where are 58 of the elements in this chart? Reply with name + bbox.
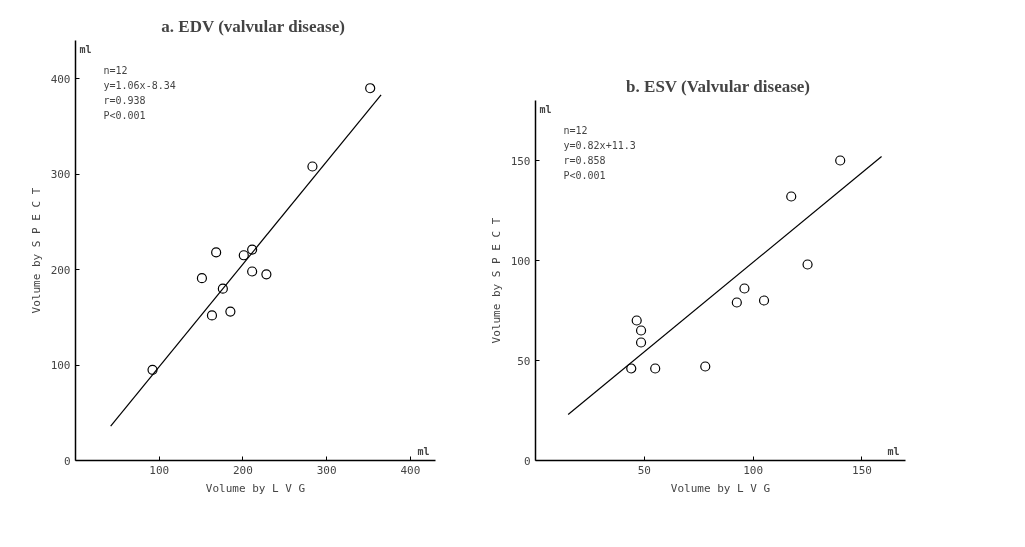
- y-tick-label: 150: [510, 154, 531, 168]
- y-tick-label: 0: [523, 454, 531, 468]
- annotation: y=0.82x+11.3: [563, 139, 636, 151]
- point: [835, 155, 846, 166]
- annotation: ml: [539, 103, 552, 115]
- x-axis-title: Volume by L V G: [205, 481, 306, 495]
- annotation: P<0.001: [103, 109, 146, 121]
- y-tick-label: 300: [50, 168, 71, 182]
- y-tick-label: 50: [517, 354, 531, 368]
- x-tick-label: 200: [233, 463, 253, 477]
- annotation: r=0.938: [103, 94, 146, 106]
- x-tick-label: 50: [637, 463, 651, 477]
- annotation: ml: [417, 445, 430, 457]
- annotation: P<0.001: [563, 169, 606, 181]
- annotation: n=12: [103, 64, 128, 76]
- point: [731, 297, 742, 308]
- point: [247, 266, 258, 277]
- annotation: y=1.06x-8.34: [103, 79, 176, 91]
- point: [217, 283, 228, 294]
- point: [365, 83, 376, 94]
- y-axis-title: Volume by S P E C T: [29, 187, 43, 314]
- y-tick-label: 100: [50, 359, 71, 373]
- x-tick-label: 100: [149, 463, 170, 477]
- point: [650, 363, 661, 374]
- point: [247, 244, 258, 255]
- point: [700, 361, 711, 372]
- point: [206, 310, 218, 321]
- annotation: ml: [887, 445, 900, 457]
- chart-title: b. ESV (Valvular disease): [626, 76, 811, 96]
- point: [196, 273, 208, 284]
- y-axis-title: Volume by S P E C T: [489, 217, 503, 344]
- y-tick-label: 100: [510, 254, 531, 268]
- point: [635, 337, 647, 348]
- x-axis-title: Volume by L V G: [670, 481, 771, 495]
- point: [631, 315, 642, 326]
- x-tick-label: 100: [743, 463, 764, 477]
- point: [758, 295, 770, 306]
- point: [786, 191, 797, 202]
- x-tick-label: 150: [852, 463, 872, 477]
- point: [238, 250, 249, 261]
- point: [225, 306, 236, 317]
- point: [739, 283, 750, 294]
- annotation: ml: [79, 43, 92, 55]
- point: [626, 363, 637, 374]
- point: [307, 161, 318, 172]
- y-tick-label: 200: [50, 263, 71, 277]
- y-tick-label: 400: [50, 72, 71, 86]
- annotation: n=12: [563, 124, 588, 136]
- y-tick-label: 0: [63, 454, 71, 468]
- point: [802, 259, 813, 270]
- chart-title: a. EDV (valvular disease): [161, 16, 345, 36]
- x-tick-label: 300: [316, 463, 337, 477]
- point: [635, 325, 647, 336]
- point: [147, 364, 158, 375]
- x-tick-label: 400: [400, 463, 421, 477]
- point: [261, 269, 272, 280]
- point: [211, 247, 222, 258]
- annotation: r=0.858: [563, 154, 606, 166]
